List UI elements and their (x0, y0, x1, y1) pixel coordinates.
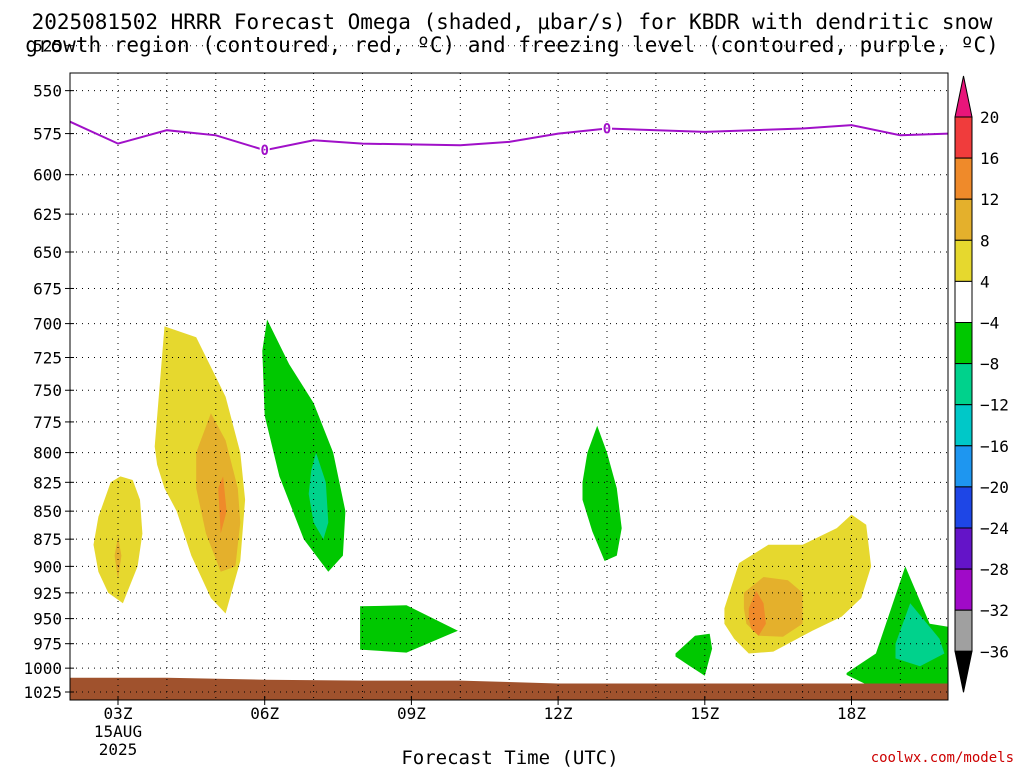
y-tick-label-975: 975 (33, 635, 62, 654)
colorbar-segment (954, 239, 973, 282)
y-tick-label-850: 850 (33, 502, 62, 521)
colorbar-segment (954, 322, 973, 365)
chart-title-line2: growth region (contoured, red, ºC) and f… (25, 33, 999, 57)
colorbar-level-label: −28 (980, 560, 1009, 579)
colorbar-segment (954, 280, 973, 323)
terrain-layer (70, 677, 948, 700)
x-axis-title: Forecast Time (UTC) (401, 747, 618, 768)
omega-region-descent-15z (675, 633, 713, 676)
y-tick-label-800: 800 (33, 444, 62, 463)
y-tick-label-950: 950 (33, 610, 62, 629)
x-tick-label-06Z: 06Z (250, 704, 279, 723)
credit-link[interactable]: coolwx.com/models (871, 750, 1014, 766)
colorbar-level-label: 20 (980, 108, 999, 127)
x-axis: 03Z 06Z 09Z 12Z 15Z 18Z (104, 696, 866, 723)
colorbar-segment (954, 363, 973, 406)
colorbar-level-label: −32 (980, 601, 1009, 620)
omega-shading-layer (93, 319, 948, 688)
colorbar-level-label: −16 (980, 437, 1009, 456)
y-tick-label-825: 825 (33, 473, 62, 492)
colorbar-segment (954, 527, 973, 570)
colorbar-level-label: −8 (980, 355, 999, 374)
colorbar-level-label: 4 (980, 272, 990, 291)
y-tick-label-875: 875 (33, 530, 62, 549)
plot-frame (69, 72, 949, 701)
omega-region-descent-08z (360, 605, 458, 653)
omega-region-ascent-17z (724, 514, 872, 654)
omega-region-ascent-05z-core (218, 476, 227, 534)
omega-region-descent-19z-core (895, 603, 945, 667)
omega-region-descent-13z (582, 425, 622, 561)
colorbar-segment (954, 198, 973, 241)
x-tick-label-15Z: 15Z (690, 704, 719, 723)
colorbar-level-label: −12 (980, 396, 1009, 415)
y-tick-label-575: 575 (33, 125, 62, 144)
colorbar-segment (954, 404, 973, 447)
colorbar-level-label: 8 (980, 231, 990, 250)
x-tick-label-12Z: 12Z (544, 704, 573, 723)
omega-region-ascent-05z (196, 413, 241, 572)
y-tick-label-675: 675 (33, 279, 62, 298)
grid-lines (70, 45, 948, 700)
plot-area: 00 (69, 45, 949, 701)
x-date-label-year: 2025 (99, 740, 138, 759)
y-tick-label-725: 725 (33, 348, 62, 367)
colorbar-level-label: −20 (980, 478, 1009, 497)
y-tick-label-550: 550 (33, 82, 62, 101)
freezing-level-label-bg (259, 143, 270, 158)
x-tick-label-18Z: 18Z (837, 704, 866, 723)
y-tick-label-775: 775 (33, 413, 62, 432)
colorbar-segment (954, 486, 973, 529)
x-date-label-day: 15AUG (94, 722, 142, 741)
freezing-level-line (69, 120, 949, 152)
freezing-level-layer: 00 (69, 120, 949, 159)
y-axis: 525 550 575 600 625 650 675 700 725 750 775 800 825 8… (23, 37, 74, 702)
y-tick-label-525: 525 (33, 37, 62, 56)
omega-region-ascent-03z-core (114, 536, 122, 580)
y-tick-label-600: 600 (33, 166, 62, 185)
chart-title-line1: 2025081502 HRRR Forecast Omega (shaded, … (32, 10, 993, 34)
colorbar-level-label: −4 (980, 314, 999, 333)
x-tick-label-03Z: 03Z (104, 704, 133, 723)
y-tick-label-1000: 1000 (23, 659, 62, 678)
y-tick-label-650: 650 (33, 243, 62, 262)
colorbar-segment (954, 157, 973, 200)
colorbar-bottom-arrow (954, 650, 973, 693)
colorbar-level-label: −24 (980, 519, 1009, 538)
y-tick-label-900: 900 (33, 557, 62, 576)
colorbar-level-label: 16 (980, 149, 999, 168)
y-tick-label-700: 700 (33, 315, 62, 334)
colorbar-level-label: −36 (980, 642, 1009, 661)
freezing-level-label: 0 (603, 122, 611, 138)
colorbar-segment (954, 609, 973, 652)
colorbar-segment (954, 116, 973, 159)
freezing-level-label-bg (602, 121, 612, 136)
y-tick-label-625: 625 (33, 205, 62, 224)
x-tick-label-09Z: 09Z (397, 704, 426, 723)
y-tick-label-1025: 1025 (23, 683, 62, 702)
terrain-surface (70, 677, 948, 700)
colorbar-level-label: 12 (980, 190, 999, 209)
omega-region-ascent-17z-core (748, 590, 766, 636)
freezing-level-label: 0 (260, 143, 268, 159)
colorbar-top-arrow (954, 75, 973, 118)
colorbar-segment (954, 445, 973, 488)
y-tick-label-925: 925 (33, 584, 62, 603)
colorbar: 20 16 12 8 4 −4 −8 −12 −16 −20 −24 −28 −32 −36 (954, 75, 1009, 693)
y-tick-label-750: 750 (33, 381, 62, 400)
colorbar-segment (954, 568, 973, 611)
